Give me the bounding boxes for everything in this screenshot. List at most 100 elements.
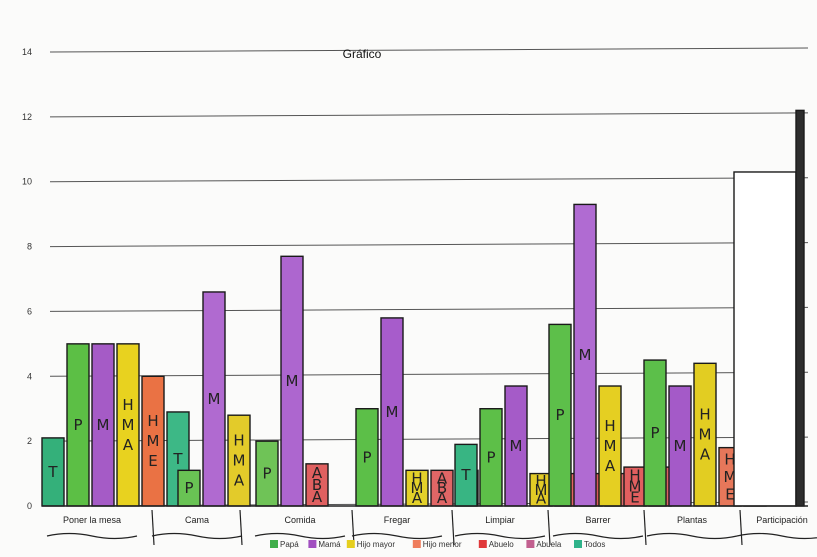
- bar-letter: M: [386, 403, 399, 421]
- bar-letter: H: [147, 412, 158, 430]
- bar-letter: A: [412, 489, 423, 507]
- legend-swatch: [270, 540, 278, 548]
- bar-letter: E: [630, 489, 639, 507]
- bar-letter: M: [286, 372, 299, 390]
- gridline: [49, 306, 809, 312]
- category-underline: [254, 532, 346, 540]
- bar-letter: M: [629, 478, 642, 496]
- legend-label: Papá: [280, 540, 299, 549]
- bar-letter: A: [123, 436, 134, 454]
- bar-letter: A: [437, 469, 448, 487]
- legend-swatch: [412, 540, 421, 548]
- category-underline: [646, 532, 738, 540]
- y-tick-label: 2: [27, 436, 32, 446]
- category-label: Cama: [185, 515, 209, 525]
- bar-letter: H: [699, 406, 710, 424]
- bar-letter: A: [312, 464, 323, 482]
- bar-letter: B: [312, 476, 322, 494]
- bar-letter: H: [122, 396, 133, 414]
- legend-label: Hijo mayor: [357, 540, 396, 549]
- bar-letter: H: [535, 472, 546, 490]
- legend-label: Abuelo: [489, 540, 514, 549]
- bar-letter: A: [437, 489, 448, 507]
- legend-swatch: [526, 540, 535, 548]
- bar-letter: A: [234, 472, 245, 490]
- category-label: Poner la mesa: [63, 515, 121, 525]
- bar-letter: P: [486, 448, 495, 466]
- category-separator: [739, 509, 743, 546]
- bar-letter: M: [233, 452, 246, 470]
- y-tick-label: 12: [22, 112, 32, 122]
- y-tick-label: 6: [27, 306, 32, 316]
- category-underline: [46, 532, 138, 540]
- bar-letter: M: [97, 416, 110, 434]
- bar-letter: M: [674, 437, 687, 455]
- bar-letter: P: [73, 416, 82, 434]
- legend-swatch: [308, 540, 317, 548]
- y-tick-label: 8: [27, 242, 32, 252]
- bar-participación-1: [795, 109, 805, 507]
- category-underline: [552, 532, 644, 540]
- bar-letter: T: [172, 450, 183, 468]
- category-underline: [151, 532, 243, 540]
- y-tick-label: 14: [22, 47, 32, 57]
- legend-label: Mamá: [318, 540, 341, 549]
- legend-label: Hijo menor: [423, 540, 462, 549]
- gridline: [49, 242, 809, 248]
- bar-letter: M: [699, 426, 712, 444]
- bar-letter: M: [147, 432, 160, 450]
- legend-swatch: [574, 540, 582, 548]
- bar-letter: H: [233, 432, 244, 450]
- bar-letter: P: [555, 406, 564, 424]
- bar-letter: M: [122, 416, 135, 434]
- bar-letter: A: [605, 457, 616, 475]
- category-underline: [736, 532, 817, 540]
- bar-letter: M: [724, 468, 737, 486]
- bar-letter: T: [47, 463, 58, 481]
- category-label: Barrer: [585, 515, 610, 525]
- bar-letter: M: [208, 390, 221, 408]
- bar-letter: A: [312, 488, 323, 506]
- chart-title: Gráfico: [343, 47, 382, 61]
- category-label: Limpiar: [485, 515, 515, 525]
- bar-letter: M: [510, 437, 523, 455]
- legend-swatch: [346, 540, 355, 548]
- bar-letter: P: [184, 479, 193, 497]
- category-separator: [239, 509, 243, 546]
- bar-letter: E: [148, 452, 157, 470]
- category-label: Comida: [284, 515, 315, 525]
- bar-letter: P: [262, 465, 271, 483]
- bar-letter: A: [700, 446, 711, 464]
- category-underline: [351, 532, 443, 540]
- bar-letter: H: [629, 467, 640, 485]
- category-separator: [351, 509, 355, 546]
- category-separator: [151, 509, 155, 546]
- gridline: [49, 112, 809, 118]
- category-label: Plantas: [677, 515, 708, 525]
- category-separator: [547, 509, 551, 546]
- y-tick-label: 4: [27, 371, 32, 381]
- legend-label: Todos: [584, 540, 605, 549]
- bar-letter: M: [411, 479, 424, 497]
- bar-letter: A: [536, 490, 547, 508]
- bar-letter: M: [579, 346, 592, 364]
- gridline: [49, 177, 809, 183]
- bar-participación-0: [733, 171, 797, 507]
- bar-letter: T: [460, 466, 471, 484]
- bar-letter: M: [535, 481, 548, 499]
- category-label: Fregar: [384, 515, 411, 525]
- category-underline: [454, 532, 546, 540]
- bar-letter: P: [650, 424, 659, 442]
- bar-letter: B: [437, 479, 447, 497]
- y-tick-label: 0: [27, 501, 32, 511]
- bar-letter: H: [411, 469, 422, 487]
- gridline: [49, 371, 809, 377]
- bar-letter: M: [604, 437, 617, 455]
- bar-letter: P: [362, 448, 371, 466]
- bar-letter: E: [725, 485, 734, 503]
- category-separator: [451, 509, 455, 546]
- category-separator: [643, 509, 647, 546]
- legend-swatch: [478, 540, 487, 548]
- gridline: [49, 47, 809, 53]
